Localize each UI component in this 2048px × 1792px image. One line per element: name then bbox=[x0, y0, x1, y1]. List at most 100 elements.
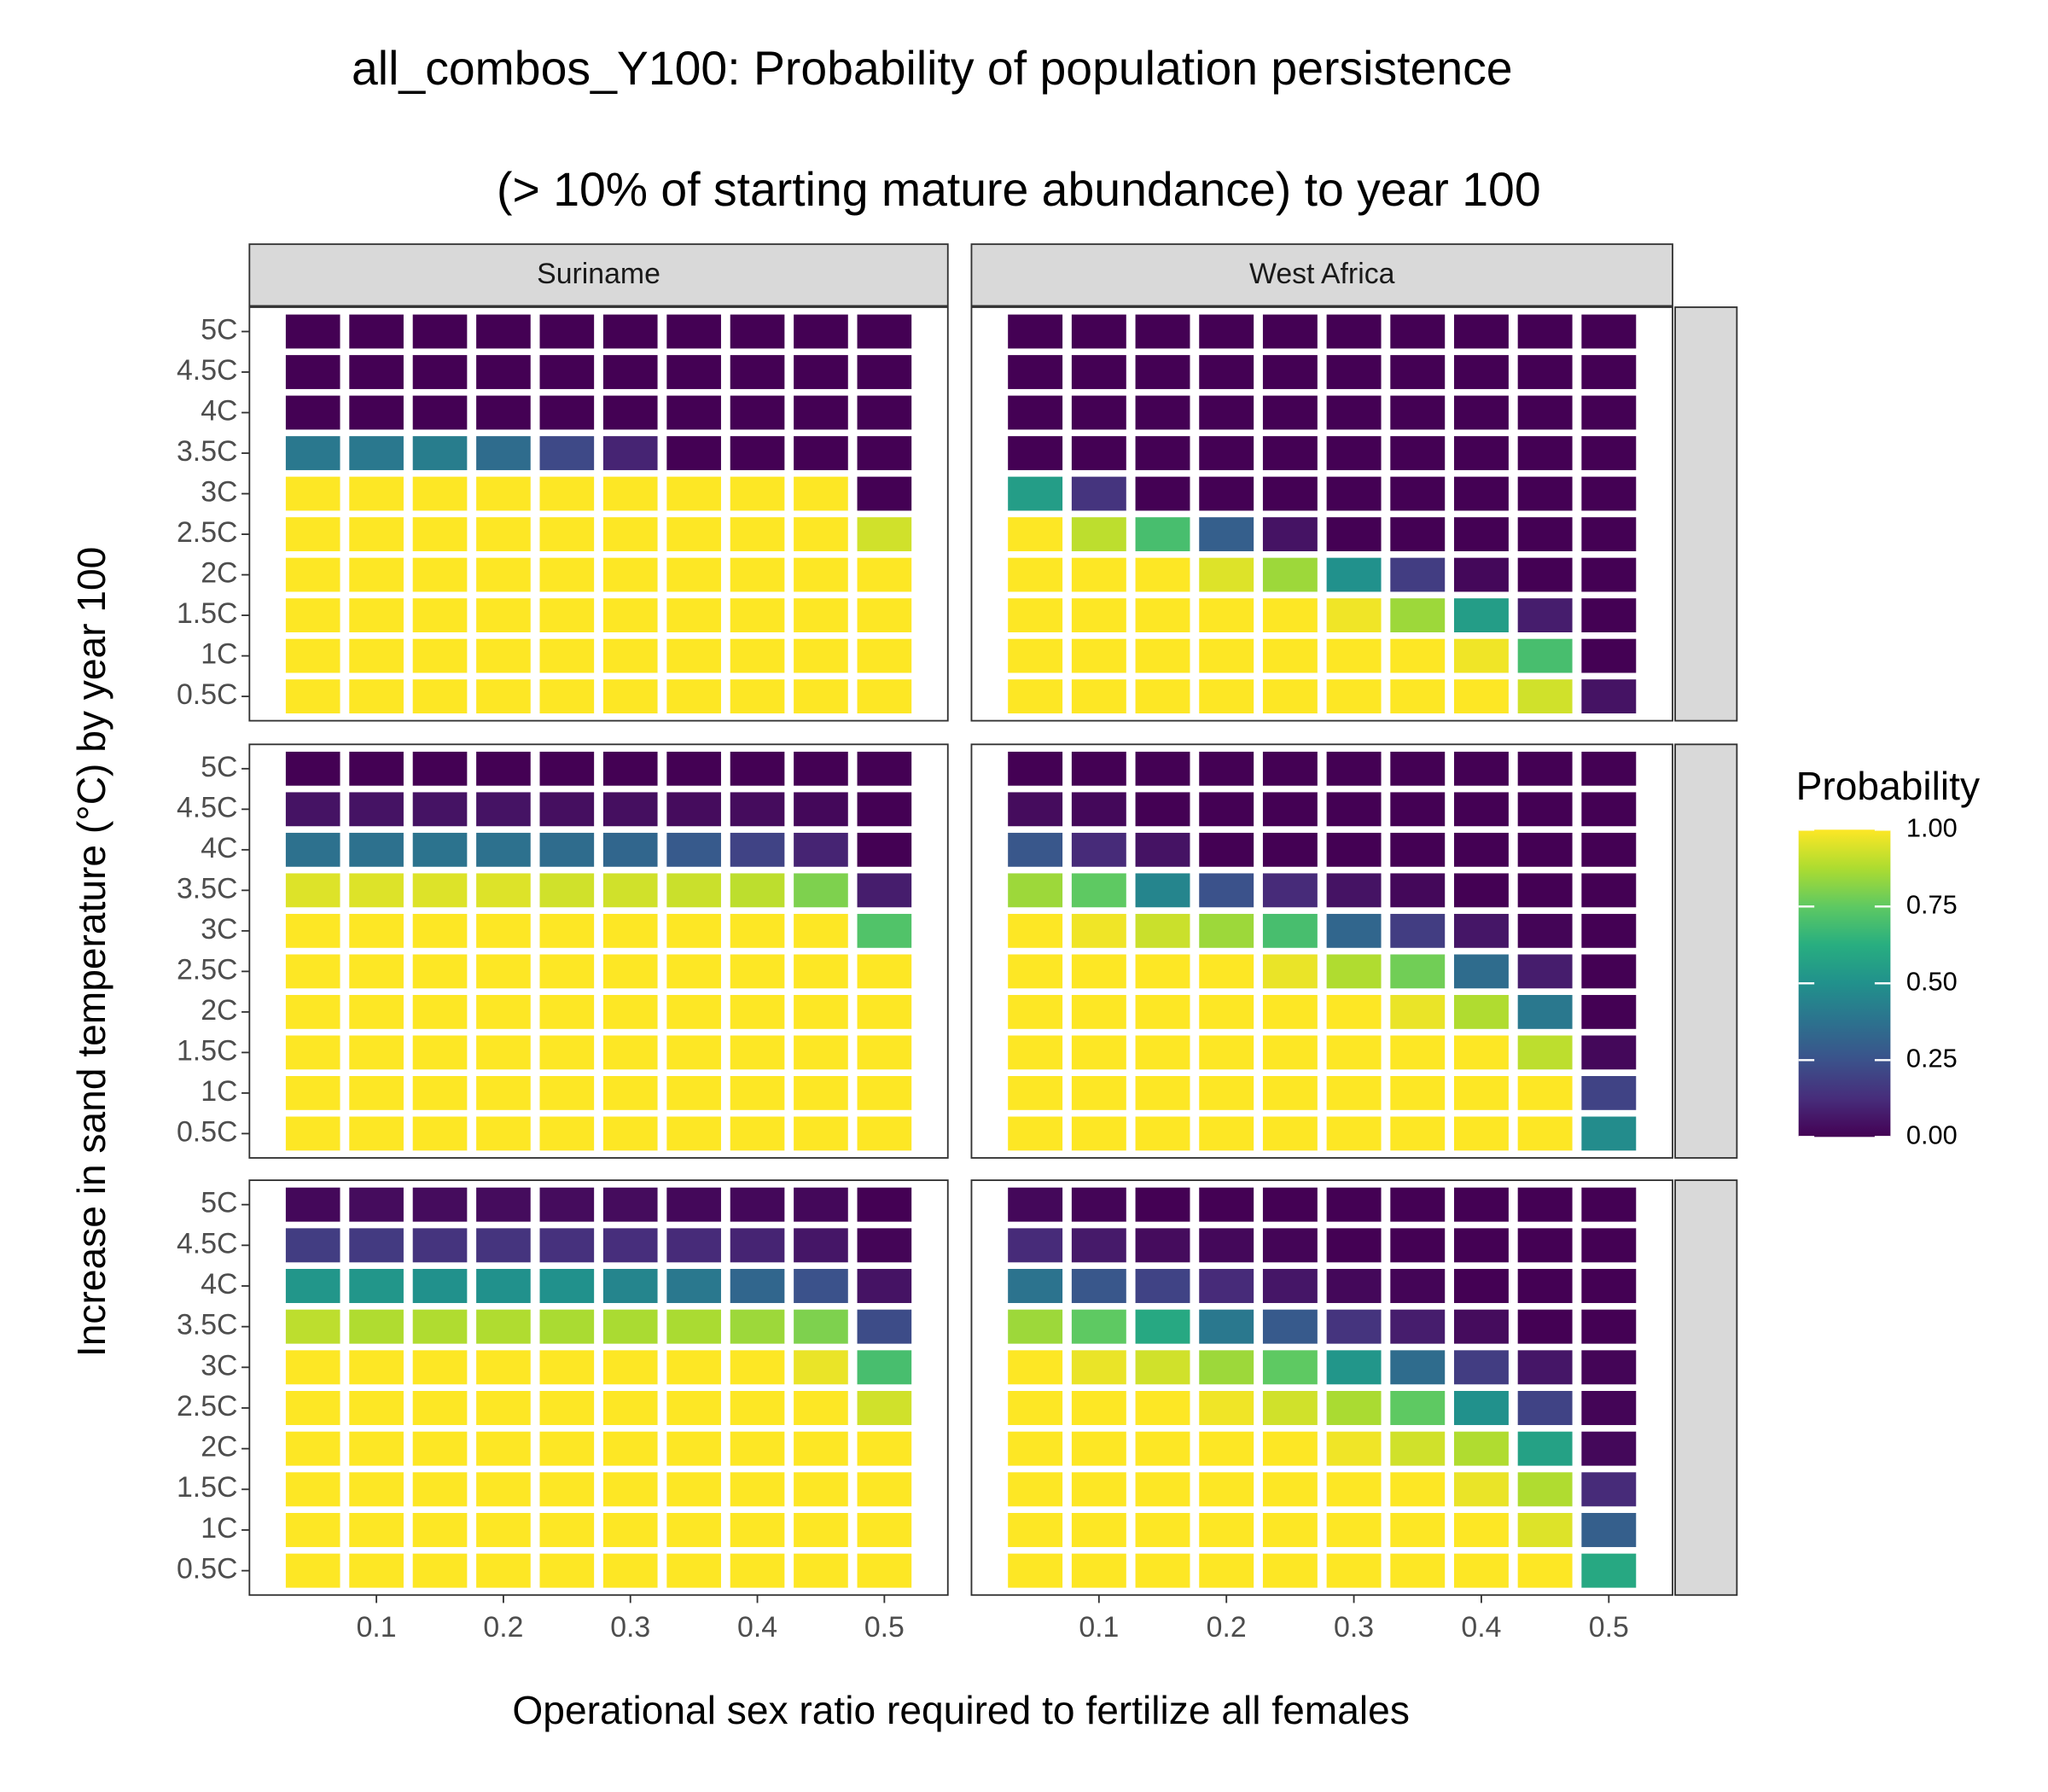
heatmap-cell bbox=[349, 679, 404, 714]
heatmap-cell bbox=[1071, 1187, 1126, 1222]
heatmap-cell bbox=[1517, 792, 1573, 827]
heatmap-cell bbox=[666, 395, 721, 430]
heatmap-cell bbox=[1390, 1309, 1446, 1344]
heatmap-cell bbox=[1071, 1553, 1126, 1588]
heatmap-cell bbox=[1135, 476, 1190, 511]
heatmap-cell bbox=[1581, 1035, 1637, 1070]
y-tick-label: 0.5C bbox=[177, 1115, 237, 1148]
heatmap-cell bbox=[1581, 1075, 1637, 1110]
heatmap-cell bbox=[476, 1512, 531, 1547]
heatmap-cell bbox=[1135, 436, 1190, 470]
heatmap-cell bbox=[349, 517, 404, 551]
heatmap-cell bbox=[1326, 557, 1382, 592]
heatmap-cell bbox=[1581, 954, 1637, 989]
heatmap-cell bbox=[1071, 1350, 1126, 1385]
heatmap-cell bbox=[1008, 913, 1063, 948]
heatmap-cell bbox=[1581, 1309, 1637, 1344]
heatmap-cell bbox=[1453, 994, 1509, 1029]
heatmap-cell bbox=[1581, 557, 1637, 592]
heatmap-cell bbox=[730, 314, 785, 349]
heatmap-cell bbox=[730, 1350, 785, 1385]
heatmap-cell bbox=[1008, 1431, 1063, 1466]
heatmap-cell bbox=[666, 1228, 721, 1263]
heatmap-cell bbox=[666, 1116, 721, 1151]
heatmap-cell bbox=[1199, 913, 1254, 948]
heatmap-cell bbox=[476, 1116, 531, 1151]
heatmap-cell bbox=[1135, 355, 1190, 389]
heatmap-cell bbox=[730, 1512, 785, 1547]
heatmap-cell bbox=[602, 598, 658, 632]
y-tick-label: 4C bbox=[201, 394, 237, 427]
heatmap-cell bbox=[730, 557, 785, 592]
heatmap-cell bbox=[1008, 1309, 1063, 1344]
heatmap-cell bbox=[349, 1350, 404, 1385]
heatmap-cell bbox=[412, 314, 468, 349]
heatmap-cell bbox=[794, 792, 848, 827]
heatmap-cell bbox=[857, 476, 912, 511]
heatmap-cell bbox=[285, 1431, 340, 1466]
heatmap-cell bbox=[1199, 832, 1254, 867]
heatmap-cell bbox=[1199, 1309, 1254, 1344]
heatmap-cell bbox=[1581, 751, 1637, 786]
heatmap-cell bbox=[349, 913, 404, 948]
heatmap-cell bbox=[1326, 1075, 1382, 1110]
heatmap-cell bbox=[285, 1391, 340, 1425]
heatmap-cell bbox=[476, 314, 531, 349]
y-tick-label: 2C bbox=[201, 994, 237, 1027]
heatmap-cell bbox=[1581, 314, 1637, 349]
heatmap-cell bbox=[1135, 1350, 1190, 1385]
heatmap-cell bbox=[666, 679, 721, 714]
heatmap-cell bbox=[1390, 1075, 1446, 1110]
heatmap-cell bbox=[602, 873, 658, 908]
heatmap-cell bbox=[539, 954, 595, 989]
heatmap-cell bbox=[1517, 638, 1573, 673]
heatmap-cell bbox=[1008, 1269, 1063, 1303]
heatmap-cell bbox=[1581, 1553, 1637, 1588]
heatmap-cell bbox=[476, 954, 531, 989]
heatmap-cell bbox=[349, 436, 404, 470]
heatmap-cell bbox=[794, 557, 848, 592]
heatmap-cell bbox=[1008, 873, 1063, 908]
heatmap-cell bbox=[1008, 476, 1063, 511]
y-tick-label: 5C bbox=[201, 751, 237, 783]
heatmap-cell bbox=[1262, 1553, 1318, 1588]
chart-title: (> 10% of starting mature abundance) to … bbox=[497, 163, 1541, 216]
heatmap-cell bbox=[794, 873, 848, 908]
heatmap-cell bbox=[349, 1431, 404, 1466]
heatmap-cell bbox=[349, 355, 404, 389]
heatmap-cell bbox=[602, 1431, 658, 1466]
heatmap-cell bbox=[1453, 1472, 1509, 1507]
heatmap-cell bbox=[476, 436, 531, 470]
heatmap-cell bbox=[1581, 1228, 1637, 1263]
heatmap-cell bbox=[539, 913, 595, 948]
heatmap-cell bbox=[1453, 954, 1509, 989]
heatmap-cell bbox=[1008, 1075, 1063, 1110]
heatmap-cell bbox=[1071, 638, 1126, 673]
heatmap-cell bbox=[857, 1187, 912, 1222]
heatmap-cell bbox=[794, 1309, 848, 1344]
heatmap-cell bbox=[476, 1553, 531, 1588]
heatmap-cell bbox=[1390, 1350, 1446, 1385]
heatmap-cell bbox=[539, 1269, 595, 1303]
heatmap-cell bbox=[1071, 395, 1126, 430]
heatmap-cell bbox=[1517, 1512, 1573, 1547]
heatmap-cell bbox=[794, 832, 848, 867]
heatmap-cell bbox=[1453, 1116, 1509, 1151]
heatmap-cell bbox=[1262, 1187, 1318, 1222]
heatmap-cell bbox=[1581, 913, 1637, 948]
heatmap-cell bbox=[794, 598, 848, 632]
colorbar-tick-label: 0.75 bbox=[1906, 889, 1958, 919]
heatmap-cell bbox=[539, 395, 595, 430]
facet-strip-label: West Africa bbox=[1249, 258, 1395, 290]
heatmap-cell bbox=[1326, 314, 1382, 349]
heatmap-cell bbox=[1199, 1228, 1254, 1263]
y-tick-label: 3C bbox=[201, 475, 237, 508]
heatmap-cell bbox=[1453, 517, 1509, 551]
heatmap-cell bbox=[1390, 1228, 1446, 1263]
facet-strip bbox=[970, 243, 1673, 307]
heatmap-cell bbox=[730, 1391, 785, 1425]
heatmap-cell bbox=[1199, 1472, 1254, 1507]
heatmap-cell bbox=[857, 792, 912, 827]
heatmap-cell bbox=[476, 1472, 531, 1507]
heatmap-cell bbox=[1262, 1309, 1318, 1344]
